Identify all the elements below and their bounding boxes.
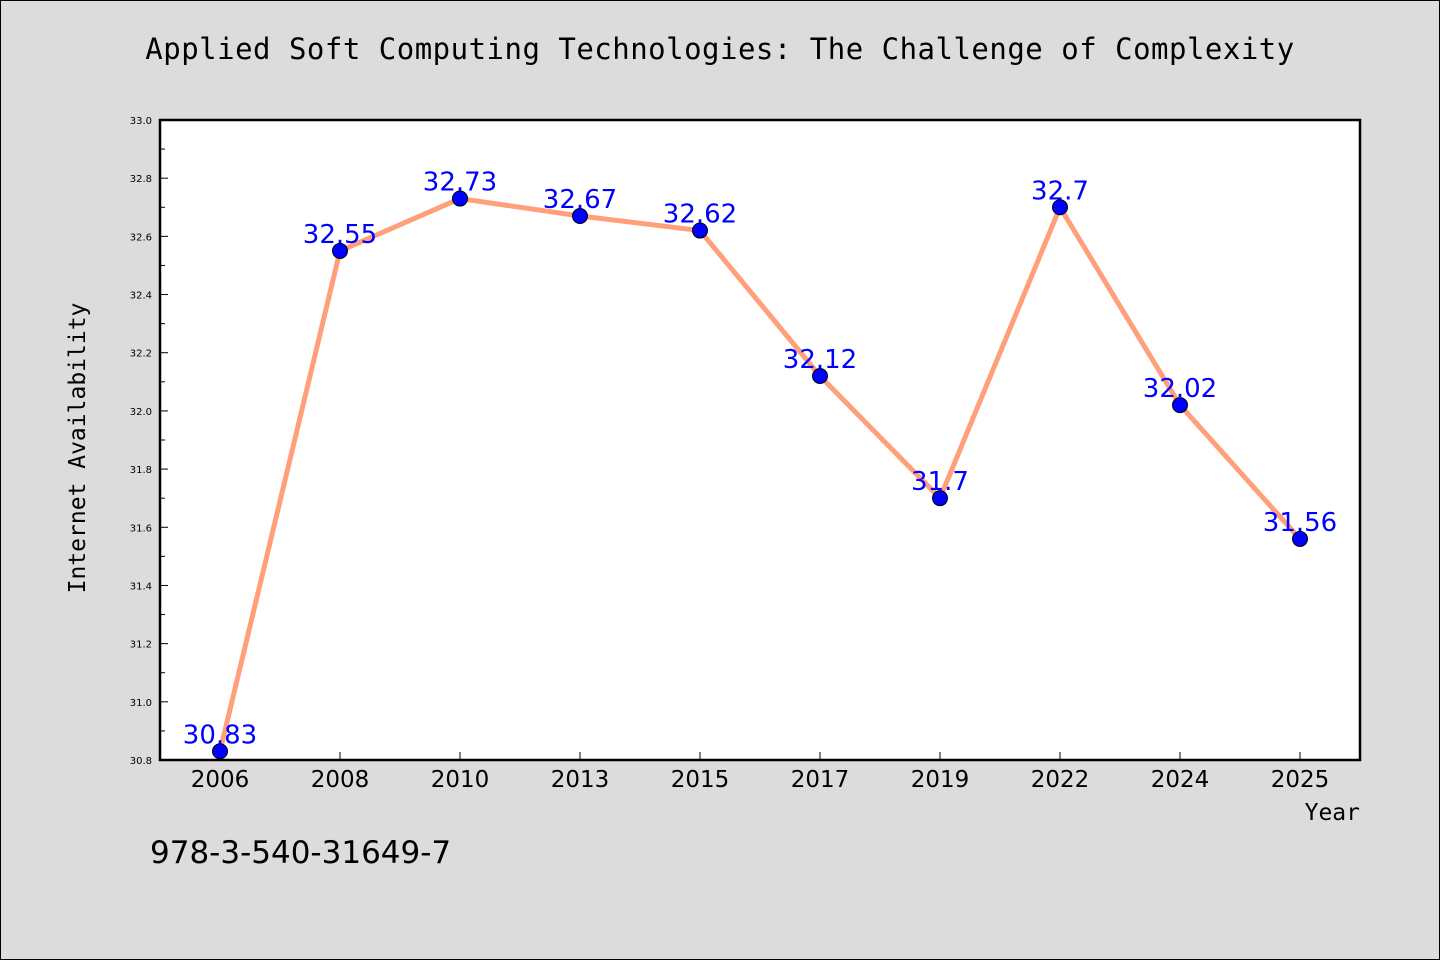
series-line bbox=[217, 196, 1302, 752]
data-point bbox=[1172, 397, 1188, 414]
x-tick-label: 2019 bbox=[911, 767, 970, 793]
data-label: 30.83 bbox=[183, 720, 257, 750]
data-point bbox=[332, 242, 348, 259]
x-tick-label: 2008 bbox=[311, 767, 370, 793]
isbn-text: 978-3-540-31649-7 bbox=[150, 835, 452, 871]
data-point bbox=[692, 222, 708, 239]
x-axis: 2006 2008 2010 2013 2015 2017 2019 2022 2024 2025 bbox=[191, 752, 1330, 793]
y-tick-label: 31.8 bbox=[130, 465, 152, 476]
x-tick-label: 2015 bbox=[671, 767, 730, 793]
y-tick-label: 32.0 bbox=[130, 407, 152, 418]
data-label: 32.7 bbox=[1031, 176, 1089, 206]
data-point bbox=[932, 490, 948, 507]
x-tick-label: 2010 bbox=[431, 767, 490, 793]
x-tick-label: 2006 bbox=[191, 767, 250, 793]
y-tick-label: 31.6 bbox=[130, 523, 152, 534]
y-tick-label: 32.8 bbox=[130, 174, 152, 185]
x-tick-label: 2013 bbox=[551, 767, 610, 793]
y-tick-label: 31.0 bbox=[130, 698, 152, 709]
y-tick-label: 33.0 bbox=[130, 116, 152, 127]
x-tick-label: 2017 bbox=[791, 767, 850, 793]
data-label: 31.7 bbox=[911, 467, 969, 497]
data-point bbox=[1292, 530, 1308, 547]
data-point bbox=[812, 368, 828, 384]
series-line-group bbox=[217, 196, 1302, 752]
data-point bbox=[572, 208, 588, 224]
y-axis-label: Internet Availability bbox=[65, 303, 91, 594]
data-labels-group: 30.83 32.55 32.73 32.67 32.62 32.12 31.7 32.7 32… bbox=[183, 168, 1337, 751]
y-tick-label: 30.8 bbox=[130, 756, 152, 767]
x-tick-label: 2024 bbox=[1151, 767, 1210, 793]
data-point bbox=[1052, 199, 1068, 216]
y-tick-label: 31.2 bbox=[130, 640, 152, 651]
y-axis: 30.8 31.0 31.2 31.4 31.6 31.8 32.0 32.2 32.4 32.6… bbox=[130, 116, 168, 767]
data-label: 32.02 bbox=[1143, 374, 1217, 404]
y-tick-label: 32.6 bbox=[130, 232, 152, 243]
y-tick-label: 32.2 bbox=[130, 349, 152, 360]
data-point bbox=[452, 190, 468, 207]
y-tick-label: 32.4 bbox=[130, 291, 152, 302]
plot-area bbox=[158, 118, 1362, 762]
chart-title: Applied Soft Computing Technologies: The… bbox=[145, 32, 1295, 66]
data-label: 32.73 bbox=[423, 168, 497, 198]
x-axis-label: Year bbox=[1305, 800, 1360, 826]
markers-group bbox=[212, 190, 1308, 760]
data-label: 31.56 bbox=[1263, 508, 1337, 538]
data-label: 32.62 bbox=[663, 200, 737, 230]
x-tick-label: 2025 bbox=[1271, 767, 1330, 793]
data-label: 32.55 bbox=[303, 220, 377, 250]
x-tick-label: 2022 bbox=[1031, 767, 1090, 793]
data-label: 32.67 bbox=[543, 185, 617, 215]
y-tick-label: 31.4 bbox=[130, 581, 152, 592]
data-point bbox=[212, 743, 228, 760]
data-label: 32.12 bbox=[783, 345, 857, 375]
